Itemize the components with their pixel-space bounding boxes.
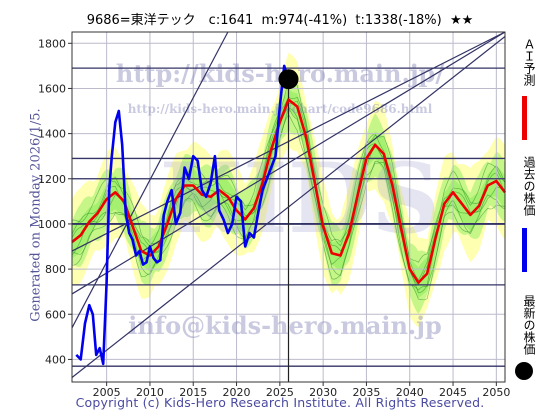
- legend-past-label: 過去の株価: [522, 156, 536, 216]
- plot-frame: [71, 31, 506, 383]
- axis-ticks: 2005 2010 2015 2020 2025 2030 2035 2040 2045 2050…: [38, 37, 510, 399]
- y-tick-label: 600: [45, 308, 66, 321]
- y-tick-label: 1400: [38, 128, 66, 141]
- current-marker: [278, 69, 299, 90]
- x-tick-label: 2035: [352, 386, 380, 399]
- legend-forecast-label: ＡＩ予測: [522, 38, 536, 86]
- y-tick-label: 1800: [38, 37, 66, 50]
- series-lines: [71, 64, 507, 366]
- legend-latest: 最新の株価: [512, 292, 538, 382]
- legend-latest-label: 最新の株価: [522, 295, 536, 355]
- x-tick-label: 2020: [223, 386, 251, 399]
- legend-latest-dot: [515, 362, 533, 380]
- x-tick-label: 2040: [396, 386, 424, 399]
- y-tick-label: 1000: [38, 218, 66, 231]
- chart-title: 9686=東洋テック c:1641 m:974(-41%) t:1338(-18…: [86, 13, 474, 28]
- copyright-text: Copyright (c) Kids-Hero Research Institu…: [75, 395, 485, 410]
- legend-past-swatch: [522, 228, 527, 272]
- legend-forecast-swatch: [522, 96, 527, 140]
- legend-forecast: ＡＩ予測: [512, 30, 538, 142]
- watermark-email: info@kids-hero.main.jp: [128, 311, 442, 340]
- x-tick-label: 2005: [93, 386, 121, 399]
- x-tick-label: 2015: [179, 386, 207, 399]
- x-tick-label: 2030: [309, 386, 337, 399]
- y-tick-label: 1200: [38, 173, 66, 186]
- y-tick-label: 1600: [38, 82, 66, 95]
- x-tick-label: 2045: [439, 386, 467, 399]
- x-tick-label: 2010: [136, 386, 164, 399]
- forecast-line: [71, 98, 507, 284]
- y-tick-label: 800: [45, 263, 66, 276]
- x-tick-label: 2050: [482, 386, 510, 399]
- past-price-line: [75, 64, 290, 366]
- y-tick-label: 400: [45, 353, 66, 366]
- horizontal-levels: [72, 67, 505, 382]
- current-price-dot: [278, 69, 299, 90]
- x-tick-label: 2025: [266, 386, 294, 399]
- legend-past: 過去の株価: [512, 148, 538, 274]
